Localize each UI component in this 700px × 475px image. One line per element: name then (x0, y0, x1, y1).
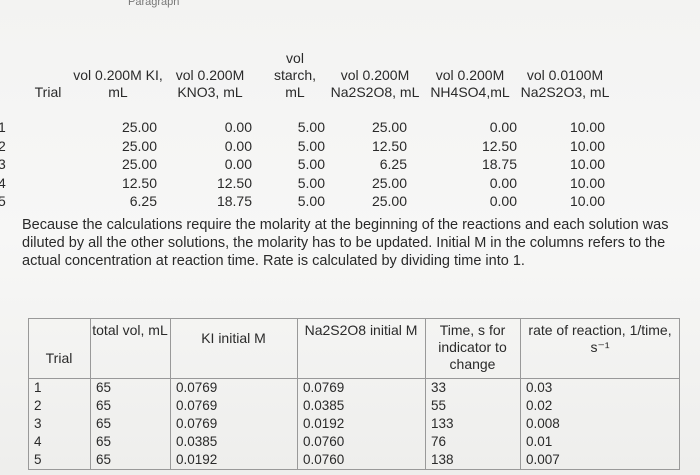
table2-cell: 65 (96, 398, 112, 413)
table1-header: vol 0.200M NH4SO4,mL (430, 67, 510, 100)
table2-cell: 0.0769 (176, 416, 218, 431)
table1-cell: 0.00 (224, 119, 252, 135)
paragraph: Because the calculations require the mol… (22, 217, 669, 269)
table1-cell: 5.00 (297, 174, 325, 191)
table1-cell: 12.50 (216, 174, 252, 191)
table1-cell: 6.25 (379, 156, 407, 172)
table1-cell: 25.00 (121, 156, 157, 172)
table1-cell: 0.00 (489, 119, 517, 135)
table2-cell: 133 (431, 416, 454, 431)
table1-header: vol 0.0100M Na2S2O3, mL (520, 67, 610, 100)
table1-cell: 25.00 (371, 174, 407, 191)
table2-header: Time, s for indicator to change (438, 322, 507, 372)
table1-cell: 12.50 (121, 174, 157, 191)
table2-header-rule (28, 378, 680, 379)
top-label: Paragraph (128, 0, 180, 8)
table2-cell: 0.0769 (303, 380, 345, 395)
table2-cell: 0.007 (526, 452, 560, 467)
table2-cell: 4 (34, 434, 42, 449)
table1-cell: 1 (0, 119, 6, 135)
table1-cell: 25.00 (121, 119, 157, 135)
table1-cell: 0.00 (489, 174, 517, 191)
table2-column-rule (170, 318, 171, 470)
table2-cell: 0.0385 (176, 434, 218, 449)
table2-cell: 5 (34, 452, 42, 467)
table1-cell: 12.50 (481, 137, 517, 154)
table2-column-rule (90, 318, 91, 470)
table1-header: vol 0.200M KNO3, mL (175, 67, 245, 100)
table1-cell: 18.75 (216, 193, 252, 209)
table1-cell: 10.00 (569, 119, 605, 135)
table2-header: rate of reaction, 1/time, s⁻¹ (528, 322, 672, 355)
table1-cell: 25.00 (371, 119, 407, 135)
table2-cell: 76 (431, 434, 447, 449)
table2-cell: 0.0192 (303, 416, 345, 431)
table2-cell: 33 (431, 380, 447, 395)
table1-cell: 12.50 (371, 137, 407, 154)
table2-column-rule (425, 318, 426, 470)
table1-cell: 25.00 (371, 193, 407, 209)
table2-cell: 0.008 (526, 416, 560, 431)
table2-cell: 55 (431, 398, 447, 413)
table2-frame (28, 318, 680, 470)
table2-cell: 2 (34, 398, 42, 413)
table2-cell: 0.0760 (303, 452, 345, 467)
table2-header: total vol, mL (92, 322, 168, 338)
table2-cell: 138 (431, 452, 454, 467)
table1-cell: 0.00 (224, 137, 252, 154)
table1-cell: 10.00 (569, 193, 605, 209)
table1-cell: 10.00 (569, 156, 605, 172)
table1-cell: 5.00 (297, 193, 325, 209)
table2-header: KI initial M (201, 330, 266, 346)
table2-cell: 3 (34, 416, 42, 431)
table2-column-rule (520, 318, 521, 470)
table1-header: Trial (34, 84, 62, 100)
table2-cell: 65 (96, 416, 112, 431)
table2-cell: 0.0385 (303, 398, 345, 413)
table1-cell: 2 (0, 137, 6, 154)
table1-cell: 0.00 (224, 156, 252, 172)
table2-cell: 1 (34, 380, 42, 395)
table1-cell: 10.00 (569, 137, 605, 154)
table1-cell: 5 (0, 193, 6, 209)
table2-cell: 0.0760 (303, 434, 345, 449)
table2-cell: 65 (96, 452, 112, 467)
table1-header: vol starch, mL (273, 50, 316, 100)
table1-cell: 5.00 (297, 156, 325, 172)
table1-header: vol 0.200M KI, mL (73, 67, 163, 100)
table2-cell: 0.01 (526, 434, 553, 449)
table2-cell: 0.0192 (176, 452, 218, 467)
table1-cell: 6.25 (129, 193, 157, 209)
table2-header: Na2S2O8 initial M (304, 322, 418, 338)
table1-cell: 10.00 (569, 174, 605, 191)
table1-header: vol 0.200M Na2S2O8, mL (330, 67, 420, 100)
table2-cell: 0.02 (526, 398, 553, 413)
table1-cell: 18.75 (481, 156, 517, 172)
table2-cell: 0.0769 (176, 398, 218, 413)
table2-column-rule (297, 318, 298, 470)
table2-header: Trial (45, 350, 73, 366)
table1-cell: 5.00 (297, 137, 325, 154)
table1-cell: 5.00 (297, 119, 325, 135)
table1-cell: 0.00 (489, 193, 517, 209)
table2-cell: 65 (96, 380, 112, 395)
table1-cell: 4 (0, 174, 6, 191)
table2-cell: 65 (96, 434, 112, 449)
table2-cell: 0.0769 (176, 380, 218, 395)
table2-cell: 0.03 (526, 380, 553, 395)
table1-cell: 25.00 (121, 137, 157, 154)
table1-cell: 3 (0, 156, 6, 172)
